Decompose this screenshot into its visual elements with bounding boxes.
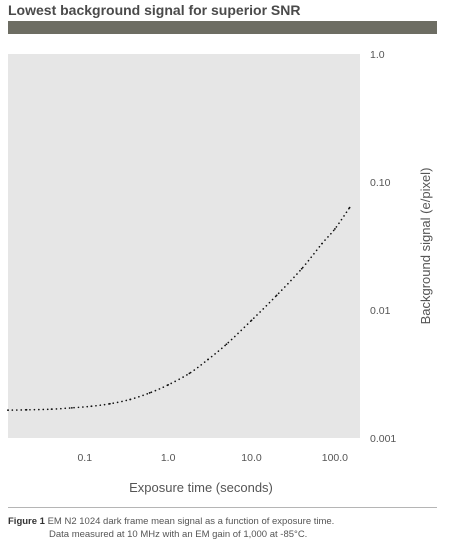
title-bar [8, 21, 437, 34]
chart: 0.1 1.0 10.0 100.0 1.0 0.10 0.01 0.001 Exposur… [7, 49, 433, 495]
x-tick-label: 0.1 [77, 452, 92, 464]
y-tick-label: 0.10 [370, 177, 391, 189]
data-point [207, 358, 209, 361]
y-axis-label: Background signal (e/pixel) [418, 168, 433, 325]
data-point [188, 372, 191, 375]
data-point [50, 408, 53, 411]
data-point [321, 242, 323, 245]
data-point [167, 383, 170, 386]
data-point [108, 402, 111, 405]
series-layer [7, 206, 351, 412]
data-point [300, 267, 303, 270]
x-tick-label: 10.0 [241, 452, 262, 464]
caption-label: Figure 1 [8, 516, 45, 527]
caption-line-1: EM N2 1024 dark frame mean signal as a f… [47, 516, 335, 527]
x-axis-label: Exposure time (seconds) [129, 480, 273, 495]
data-point [348, 206, 351, 209]
data-point [7, 409, 9, 412]
data-point [90, 405, 93, 408]
data-point [250, 319, 253, 322]
chart-title: Lowest background signal for superior SN… [8, 2, 301, 18]
x-tick-label: 100.0 [322, 452, 348, 464]
data-point [334, 228, 336, 230]
caption-divider [8, 507, 437, 508]
data-point [225, 343, 228, 346]
series-line [7, 206, 351, 411]
y-tick-label: 0.001 [370, 433, 396, 445]
y-tick-label: 0.01 [370, 305, 391, 317]
x-tick-labels: 0.1 1.0 10.0 100.0 [77, 452, 348, 464]
y-tick-label: 1.0 [370, 49, 385, 61]
data-point [148, 392, 151, 394]
data-point [25, 408, 28, 411]
data-point [70, 406, 73, 409]
data-point [275, 294, 278, 297]
x-tick-label: 1.0 [161, 452, 176, 464]
plot-area [8, 54, 360, 438]
figure-caption: Figure 1 EM N2 1024 dark frame mean sign… [8, 515, 444, 541]
y-tick-labels: 1.0 0.10 0.01 0.001 [370, 49, 396, 445]
data-point [129, 398, 132, 401]
caption-line-2: Data measured at 10 MHz with an EM gain … [49, 529, 308, 540]
